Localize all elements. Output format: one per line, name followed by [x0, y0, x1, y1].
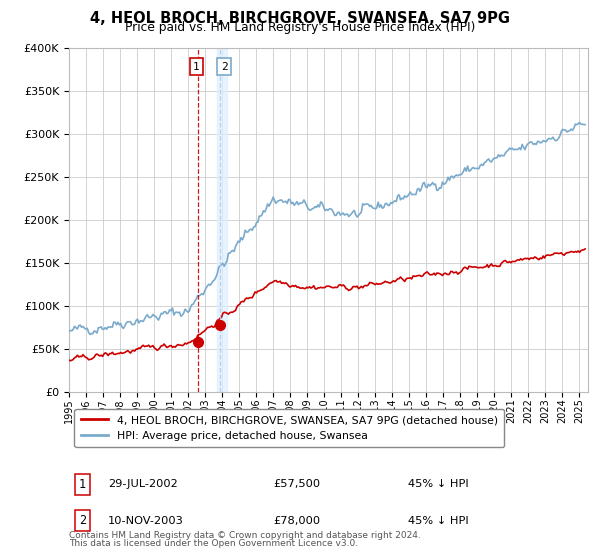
Text: 10-NOV-2003: 10-NOV-2003	[108, 516, 184, 526]
Text: £78,000: £78,000	[273, 516, 320, 526]
Legend: 4, HEOL BROCH, BIRCHGROVE, SWANSEA, SA7 9PG (detached house), HPI: Average price: 4, HEOL BROCH, BIRCHGROVE, SWANSEA, SA7 …	[74, 409, 504, 447]
Text: This data is licensed under the Open Government Licence v3.0.: This data is licensed under the Open Gov…	[69, 539, 358, 548]
Text: 29-JUL-2002: 29-JUL-2002	[108, 479, 178, 489]
Text: Contains HM Land Registry data © Crown copyright and database right 2024.: Contains HM Land Registry data © Crown c…	[69, 531, 421, 540]
Text: £57,500: £57,500	[273, 479, 320, 489]
Text: 2: 2	[79, 514, 86, 528]
Text: Price paid vs. HM Land Registry's House Price Index (HPI): Price paid vs. HM Land Registry's House …	[125, 21, 475, 34]
Bar	[217, 48, 227, 392]
Text: 45% ↓ HPI: 45% ↓ HPI	[408, 516, 469, 526]
Text: 45% ↓ HPI: 45% ↓ HPI	[408, 479, 469, 489]
Text: 2: 2	[221, 62, 227, 72]
Text: 1: 1	[193, 62, 200, 72]
Text: 4, HEOL BROCH, BIRCHGROVE, SWANSEA, SA7 9PG: 4, HEOL BROCH, BIRCHGROVE, SWANSEA, SA7 …	[90, 11, 510, 26]
Text: 1: 1	[79, 478, 86, 491]
